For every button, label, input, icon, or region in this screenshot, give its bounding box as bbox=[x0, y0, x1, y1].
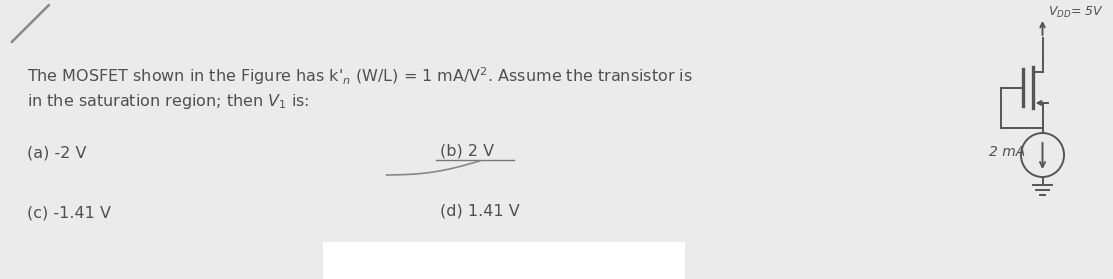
Text: (a) -2 V: (a) -2 V bbox=[28, 145, 87, 160]
Text: in the saturation region; then $V_1$ is:: in the saturation region; then $V_1$ is: bbox=[28, 92, 309, 111]
Bar bbox=[323, 242, 686, 279]
Text: (b) 2 V: (b) 2 V bbox=[441, 143, 494, 158]
Text: The MOSFET shown in the Figure has k'$_n$ (W/L) = 1 mA/V$^2$. Assume the transis: The MOSFET shown in the Figure has k'$_n… bbox=[28, 65, 693, 87]
Text: (c) -1.41 V: (c) -1.41 V bbox=[28, 205, 111, 220]
Text: $V_{DD}$= 5V: $V_{DD}$= 5V bbox=[1048, 5, 1104, 20]
Text: 2 mA: 2 mA bbox=[988, 145, 1025, 159]
Text: (d) 1.41 V: (d) 1.41 V bbox=[441, 203, 520, 218]
